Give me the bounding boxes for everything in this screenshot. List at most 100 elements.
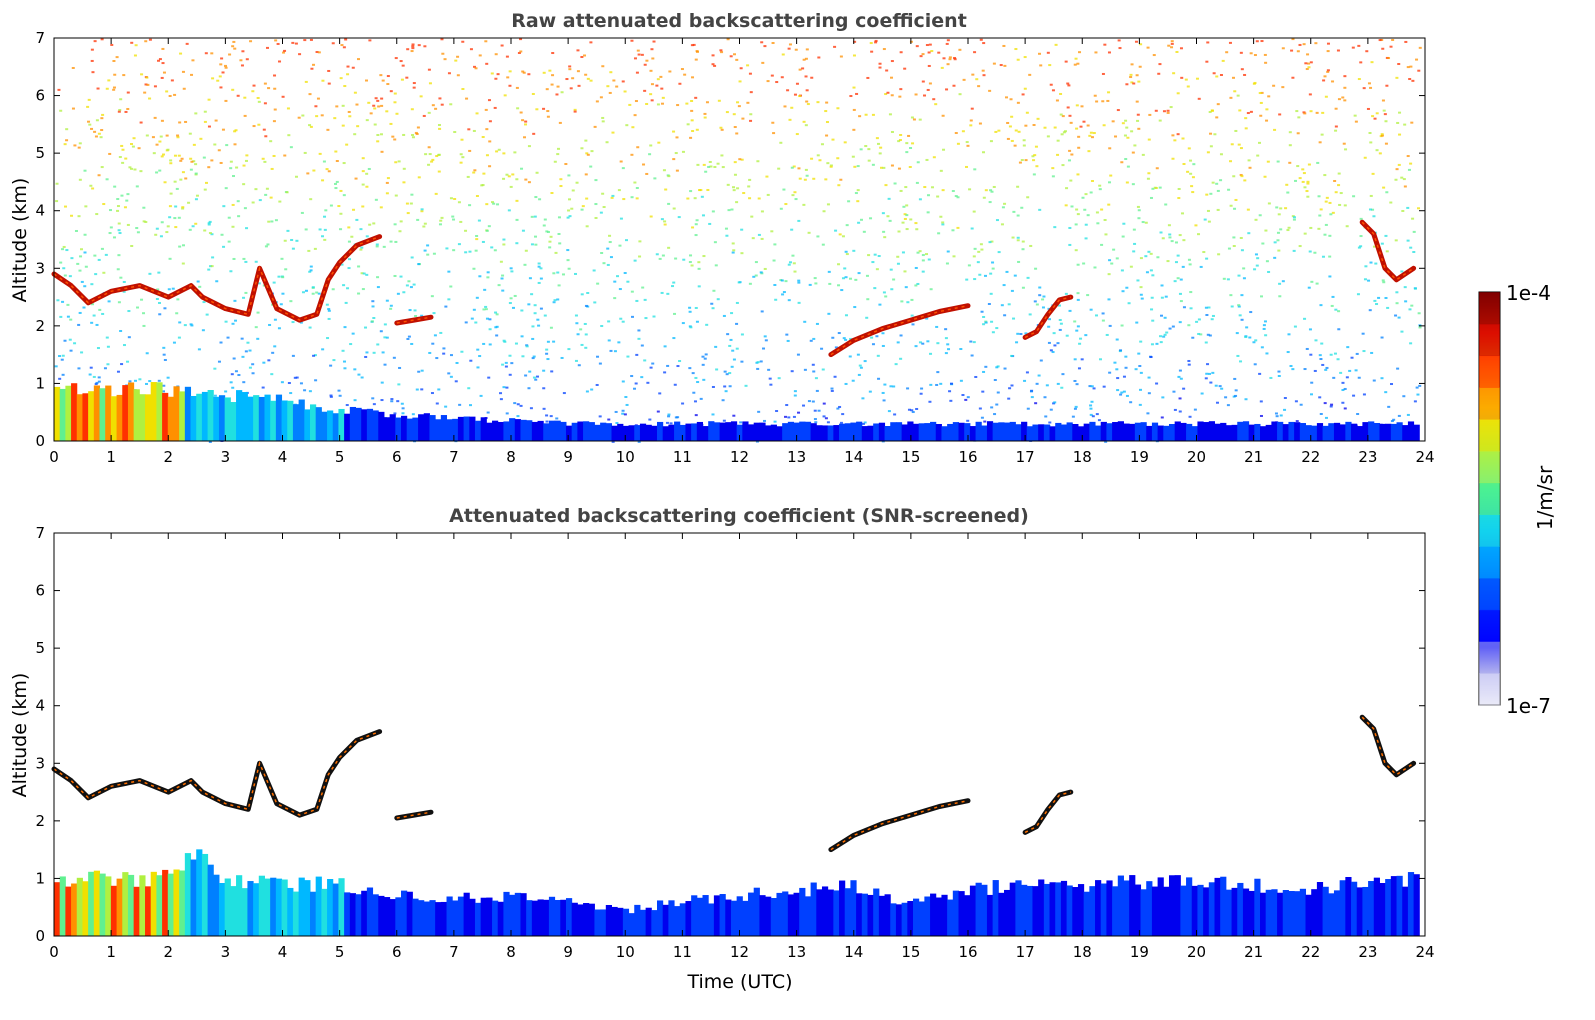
noise-pixel	[546, 358, 550, 361]
noise-pixel	[142, 206, 146, 209]
noise-pixel	[92, 314, 96, 317]
colorbar-step	[1479, 419, 1500, 452]
noise-pixel	[357, 265, 361, 268]
boundary-layer-column	[537, 899, 544, 936]
noise-pixel	[1247, 232, 1251, 235]
boundary-layer-column	[975, 421, 982, 441]
boundary-layer-column	[196, 393, 203, 441]
boundary-layer-column	[782, 891, 789, 936]
noise-pixel	[232, 257, 236, 260]
noise-pixel	[402, 133, 406, 136]
noise-pixel	[505, 173, 509, 176]
noise-pixel	[1043, 126, 1047, 129]
noise-pixel	[263, 102, 267, 105]
noise-pixel	[1292, 249, 1296, 252]
noise-pixel	[345, 404, 349, 407]
noise-pixel	[1298, 177, 1302, 180]
boundary-layer-column	[207, 389, 214, 441]
noise-pixel	[231, 225, 235, 228]
noise-pixel	[1212, 72, 1216, 75]
noise-pixel	[1016, 236, 1020, 239]
noise-pixel	[815, 322, 819, 325]
noise-pixel	[229, 270, 233, 273]
noise-pixel	[524, 374, 528, 377]
noise-pixel	[274, 219, 278, 222]
noise-pixel	[393, 412, 397, 415]
noise-pixel	[1403, 286, 1407, 289]
noise-pixel	[878, 152, 882, 155]
noise-pixel	[376, 343, 380, 346]
cloud-layer-core	[1024, 791, 1071, 834]
noise-pixel	[1051, 351, 1055, 354]
noise-pixel	[398, 230, 402, 233]
noise-pixel	[1084, 193, 1088, 196]
boundary-layer-column	[1288, 421, 1295, 441]
noise-pixel	[494, 326, 498, 329]
colorbar-step	[1479, 482, 1500, 515]
boundary-layer-column	[201, 391, 209, 441]
noise-pixel	[486, 276, 490, 279]
noise-pixel	[586, 77, 590, 80]
noise-pixel	[839, 421, 843, 424]
noise-pixel	[217, 149, 221, 152]
noise-pixel	[916, 251, 920, 254]
boundary-layer-column	[1311, 889, 1318, 936]
noise-pixel	[375, 245, 379, 248]
noise-pixel	[878, 62, 882, 65]
noise-pixel	[353, 91, 357, 94]
noise-pixel	[1048, 421, 1052, 424]
noise-pixel	[934, 103, 938, 106]
noise-pixel	[261, 157, 265, 160]
colorbar-step	[1479, 292, 1500, 325]
noise-pixel	[475, 238, 479, 241]
noise-pixel	[112, 60, 116, 63]
noise-pixel	[468, 204, 472, 207]
noise-pixel	[939, 169, 943, 172]
noise-pixel	[522, 71, 526, 74]
noise-pixel	[866, 298, 870, 301]
noise-pixel	[236, 94, 240, 97]
noise-pixel	[806, 103, 810, 106]
boundary-layer-column	[247, 396, 254, 441]
noise-pixel	[221, 128, 225, 131]
noise-pixel	[1324, 223, 1328, 226]
boundary-layer-column	[736, 896, 743, 936]
noise-pixel	[63, 339, 67, 342]
noise-pixel	[600, 252, 604, 255]
noise-pixel	[543, 314, 547, 317]
noise-pixel	[990, 320, 994, 323]
noise-pixel	[735, 58, 739, 61]
boundary-layer-column	[554, 420, 561, 441]
noise-pixel	[187, 201, 191, 204]
noise-pixel	[192, 143, 196, 146]
noise-pixel	[1412, 251, 1416, 254]
noise-pixel	[420, 388, 424, 391]
noise-pixel	[1309, 353, 1313, 356]
noise-pixel	[868, 390, 872, 393]
boundary-layer-column	[1316, 423, 1324, 441]
boundary-layer-column	[327, 879, 334, 936]
boundary-layer-column	[1077, 426, 1085, 441]
noise-pixel	[612, 79, 616, 82]
noise-pixel	[666, 292, 670, 295]
noise-pixel	[989, 292, 993, 295]
noise-pixel	[58, 355, 62, 358]
noise-pixel	[793, 390, 797, 393]
noise-pixel	[589, 41, 593, 44]
boundary-layer-column	[429, 415, 436, 441]
noise-pixel	[476, 366, 480, 369]
noise-pixel	[1326, 69, 1330, 72]
noise-pixel	[1232, 236, 1236, 239]
noise-pixel	[1276, 239, 1280, 242]
noise-pixel	[546, 110, 550, 113]
noise-pixel	[73, 144, 77, 147]
noise-pixel	[1095, 211, 1099, 214]
noise-pixel	[431, 158, 435, 161]
boundary-layer-column	[275, 878, 283, 936]
boundary-layer-column	[998, 892, 1005, 936]
boundary-layer-column	[1106, 423, 1113, 441]
noise-pixel	[1181, 265, 1185, 268]
noise-pixel	[1122, 222, 1126, 225]
boundary-layer-column	[878, 895, 886, 936]
noise-pixel	[417, 370, 421, 373]
